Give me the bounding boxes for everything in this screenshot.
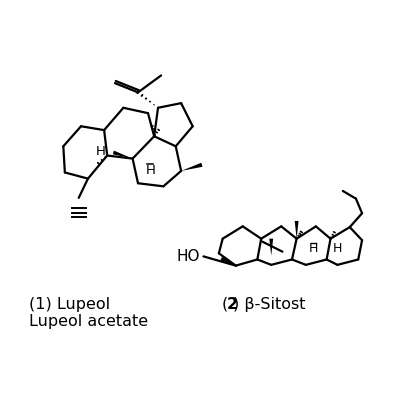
Text: ) β-Sitost: ) β-Sitost <box>233 296 305 311</box>
Polygon shape <box>181 163 202 171</box>
Text: H: H <box>308 242 318 255</box>
Text: HO: HO <box>176 249 199 264</box>
Polygon shape <box>113 151 132 159</box>
Text: (: ( <box>221 296 227 311</box>
Text: H: H <box>145 164 155 177</box>
Polygon shape <box>220 257 235 266</box>
Text: H: H <box>95 144 105 157</box>
Text: 2: 2 <box>226 296 237 311</box>
Polygon shape <box>294 222 298 239</box>
Polygon shape <box>269 239 273 256</box>
Text: (1) Lupeol: (1) Lupeol <box>29 296 109 311</box>
Text: Lupeol acetate: Lupeol acetate <box>29 313 147 328</box>
Text: H: H <box>332 242 341 255</box>
